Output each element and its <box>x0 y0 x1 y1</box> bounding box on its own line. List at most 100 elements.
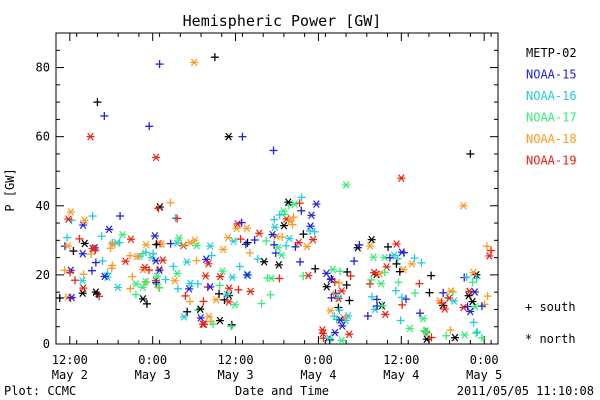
data-point-north <box>459 201 468 210</box>
data-point-south <box>367 275 376 284</box>
data-point-south <box>420 326 429 335</box>
data-point-north <box>216 272 225 281</box>
data-point-north <box>285 234 294 243</box>
data-point-south <box>487 246 496 255</box>
legend-item: NOAA-19 <box>526 154 577 168</box>
data-point-north <box>67 293 76 302</box>
data-point-south <box>69 247 78 256</box>
data-point-north <box>170 276 179 285</box>
data-point-north <box>370 268 379 277</box>
data-point-south <box>334 293 343 302</box>
data-point-north <box>172 239 181 247</box>
data-point-south <box>192 256 201 265</box>
data-point-north <box>375 269 384 278</box>
data-point-north <box>337 287 346 295</box>
data-point-south <box>425 288 434 297</box>
data-point-south <box>295 199 304 208</box>
data-point-north <box>302 242 311 251</box>
data-point-south <box>253 254 262 263</box>
data-point-south <box>288 220 297 229</box>
data-point-north <box>132 280 141 288</box>
data-point-north <box>121 257 130 266</box>
data-point-south <box>311 264 320 273</box>
data-point-south <box>236 235 245 244</box>
data-point-north <box>206 283 215 291</box>
data-point-south <box>183 307 192 316</box>
y-tick-label: 80 <box>36 61 50 75</box>
data-point-south <box>126 251 135 260</box>
data-point-south <box>345 296 354 305</box>
data-point-south <box>161 275 170 284</box>
data-point-north <box>465 287 474 296</box>
data-point-south <box>155 283 164 292</box>
data-point-south <box>466 149 475 158</box>
data-point-south <box>278 233 287 242</box>
data-point-north <box>345 330 354 339</box>
data-point-south <box>472 329 481 338</box>
data-point-north <box>105 225 114 234</box>
data-point-south <box>384 242 393 251</box>
data-point-north <box>198 320 207 328</box>
data-point-south <box>173 214 182 223</box>
data-point-south <box>355 240 364 249</box>
data-point-north <box>267 274 276 283</box>
data-point-south <box>342 280 351 289</box>
data-point-north <box>173 269 182 278</box>
data-point-south <box>415 279 424 288</box>
data-point-south <box>391 286 400 295</box>
data-point-south <box>145 122 154 131</box>
data-point-south <box>207 251 216 260</box>
data-point-south <box>411 289 420 298</box>
data-point-south <box>462 273 471 282</box>
data-point-south <box>55 293 64 302</box>
data-point-south <box>297 193 306 202</box>
data-point-north <box>190 58 199 67</box>
data-point-south <box>266 290 275 299</box>
data-point-north <box>196 314 205 322</box>
data-point-north <box>246 287 255 296</box>
data-point-north <box>460 331 469 339</box>
data-point-south <box>310 227 319 236</box>
data-point-north <box>224 297 233 306</box>
data-point-south <box>88 212 97 221</box>
data-point-north <box>446 287 455 295</box>
data-point-north <box>224 132 233 141</box>
data-point-south <box>282 241 291 250</box>
data-point-north <box>325 334 334 342</box>
data-point-north <box>79 284 88 292</box>
data-point-south <box>270 240 279 249</box>
x-tick-time-label: 12:00 <box>52 353 88 367</box>
data-point-north <box>392 240 401 248</box>
data-point-south <box>395 267 404 276</box>
data-point-south <box>385 253 394 262</box>
data-point-north <box>78 276 87 285</box>
data-point-north <box>459 303 468 312</box>
data-point-north <box>155 266 164 275</box>
data-point-south <box>270 215 279 224</box>
data-point-south <box>397 293 406 302</box>
data-point-south <box>250 235 259 244</box>
footer-right: 2011/05/05 11:10:08 <box>457 384 594 398</box>
data-point-north <box>179 241 188 249</box>
data-point-north <box>371 305 380 314</box>
data-point-north <box>450 297 459 305</box>
data-point-north <box>306 222 315 231</box>
x-tick-date-label: May 3 <box>135 368 171 382</box>
marker-legend-north: * north <box>525 332 576 346</box>
data-point-north <box>219 245 228 254</box>
data-point-south <box>131 290 140 299</box>
data-point-north <box>79 221 88 229</box>
data-point-south <box>107 264 116 273</box>
data-point-south <box>154 204 163 213</box>
data-point-north <box>419 314 428 323</box>
data-point-north <box>322 282 331 291</box>
data-point-south <box>181 291 190 300</box>
data-point-south <box>437 298 446 307</box>
data-point-south <box>365 279 374 288</box>
data-point-north <box>108 240 117 249</box>
data-point-north <box>80 216 89 225</box>
data-point-north <box>201 271 210 280</box>
data-point-north <box>229 237 238 245</box>
data-point-north <box>215 316 224 325</box>
data-point-south <box>93 98 102 107</box>
